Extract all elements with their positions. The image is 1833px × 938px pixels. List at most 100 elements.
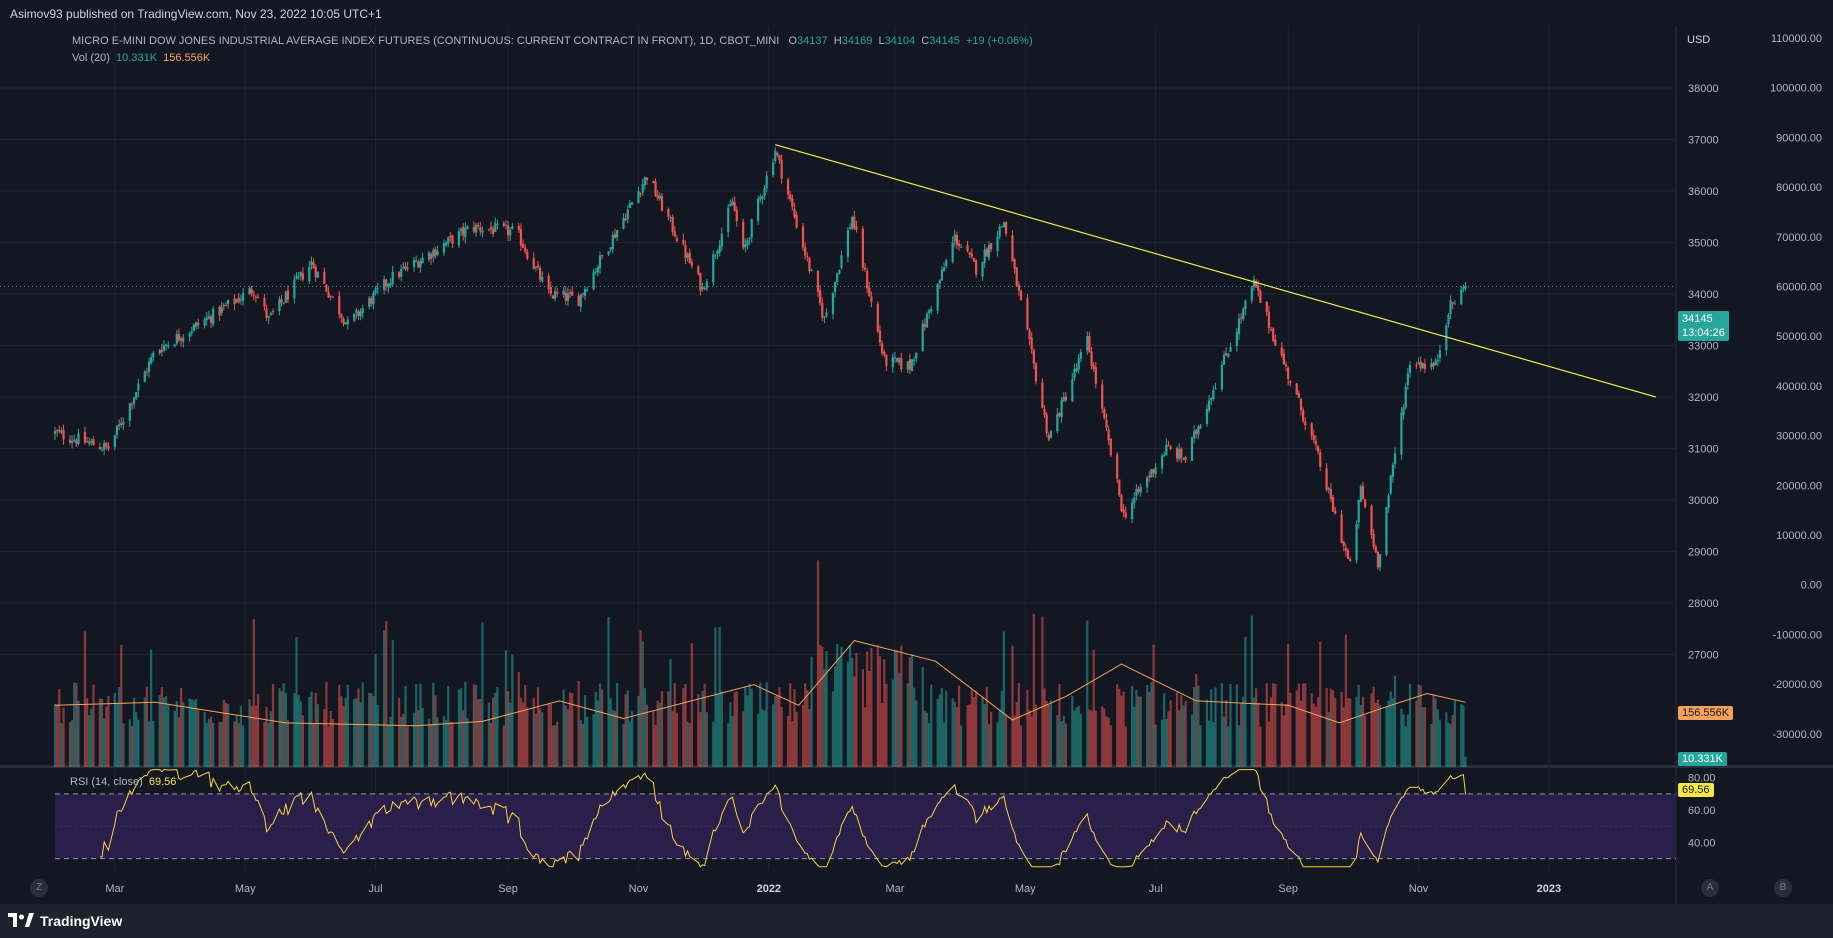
volume-bar — [526, 707, 529, 767]
candle-body — [851, 217, 854, 229]
candle-body — [1180, 448, 1183, 458]
volume-bar — [951, 698, 954, 767]
candle-body — [705, 281, 708, 289]
rsi-axis-label: 60.00 — [1688, 805, 1716, 817]
volume-bar — [690, 643, 693, 767]
candle-body — [325, 284, 328, 292]
volume-bar — [1028, 710, 1031, 767]
candle-body — [821, 302, 824, 318]
currency-label: USD — [1687, 34, 1711, 46]
candle-body — [930, 309, 933, 312]
volume-bar — [194, 698, 198, 767]
candle-body — [235, 299, 238, 303]
candle-body — [539, 268, 542, 280]
candle-body — [248, 288, 251, 295]
volume-bar — [771, 704, 775, 767]
volume-bar — [1043, 688, 1046, 767]
candle-body — [1137, 489, 1140, 492]
volume-bar — [987, 724, 991, 767]
candle-body — [147, 361, 151, 372]
candle-body — [795, 214, 798, 228]
chart-canvas[interactable]: 38000 37000 36000 35000 34000 33000 32000 31000… — [0, 26, 1833, 904]
volume-bar — [998, 709, 1001, 767]
candle-body — [652, 180, 655, 184]
volume-bar — [1419, 685, 1422, 767]
volume-bar — [928, 722, 931, 767]
volume-bar — [1073, 710, 1076, 767]
volume-bar — [73, 682, 76, 767]
candle-body — [143, 371, 146, 383]
volume-bar — [481, 622, 484, 767]
volume-axis-label: -30000.00 — [1772, 729, 1822, 741]
candle-body — [630, 202, 634, 205]
volume-bar — [1389, 691, 1392, 767]
candle-body — [748, 238, 751, 240]
volume-bar — [1331, 690, 1335, 767]
volume-bar — [1447, 722, 1450, 767]
open-label: O — [788, 35, 798, 47]
volume-axis-label: -10000.00 — [1772, 629, 1822, 641]
candle-body — [329, 295, 332, 297]
candle-body — [100, 449, 104, 451]
candle-body — [372, 292, 375, 305]
volume-bar — [502, 725, 505, 767]
volume-bar — [609, 698, 612, 767]
candle-body — [966, 245, 969, 251]
volume-bar — [1423, 707, 1427, 767]
volume-bar — [594, 691, 597, 767]
volume-ma-path — [54, 640, 1466, 727]
candle-body — [876, 303, 879, 332]
candle-body — [654, 181, 657, 196]
volume-label: Vol (20) — [72, 52, 110, 64]
settings-button[interactable]: B — [1774, 879, 1792, 897]
candle-body — [1071, 379, 1074, 402]
volume-bar — [855, 653, 858, 767]
volume-bar — [957, 685, 961, 767]
volume-bar — [735, 691, 738, 767]
volume-bar — [682, 688, 685, 767]
candle-body — [53, 430, 57, 434]
symbol-legend: MICRO E-MINI DOW JONES INDUSTRIAL AVERAG… — [72, 35, 1033, 47]
volume-bar — [284, 692, 287, 767]
volume-bar — [742, 711, 745, 767]
candle-body — [1374, 546, 1377, 553]
candle-body — [130, 404, 134, 406]
volume-bar — [806, 690, 809, 767]
volume-bar — [989, 711, 993, 767]
volume-bar — [167, 705, 170, 767]
tradingview-logo[interactable]: TradingView — [8, 913, 122, 929]
candle-body — [1207, 400, 1211, 411]
candle-body — [1034, 363, 1038, 382]
volume-bar — [1212, 722, 1215, 767]
price-axis-label: 37000 — [1688, 135, 1719, 147]
candle-body — [1000, 226, 1003, 228]
volume-bar — [387, 724, 390, 767]
timezone-button[interactable]: Z — [30, 879, 48, 897]
volume-bar — [85, 697, 89, 767]
candle-body — [1316, 446, 1320, 452]
volume-bar — [720, 691, 723, 767]
volume-bar — [940, 687, 944, 767]
volume-bar — [598, 683, 602, 767]
candle-body — [1148, 476, 1151, 478]
candle-body — [1259, 290, 1262, 303]
auto-scale-button[interactable]: A — [1701, 879, 1719, 897]
volume-bar — [130, 725, 134, 767]
candle-body — [682, 239, 685, 244]
candle-body — [1124, 512, 1127, 518]
candle-body — [397, 272, 401, 277]
candle-body — [1210, 397, 1213, 400]
trendline[interactable] — [775, 144, 1656, 398]
volume-bar — [449, 721, 452, 767]
volume-bar — [282, 683, 285, 767]
volume-axis-label: 90000.00 — [1776, 132, 1822, 144]
volume-bar — [98, 698, 101, 767]
volume-bar — [376, 704, 379, 767]
candle-body — [250, 288, 253, 294]
volume-bar — [983, 704, 986, 767]
volume-axis-label: 80000.00 — [1776, 182, 1822, 194]
volume-bar — [519, 697, 523, 767]
candle-body — [960, 246, 963, 248]
volume-bar — [293, 693, 296, 767]
candle-body — [1227, 353, 1230, 357]
